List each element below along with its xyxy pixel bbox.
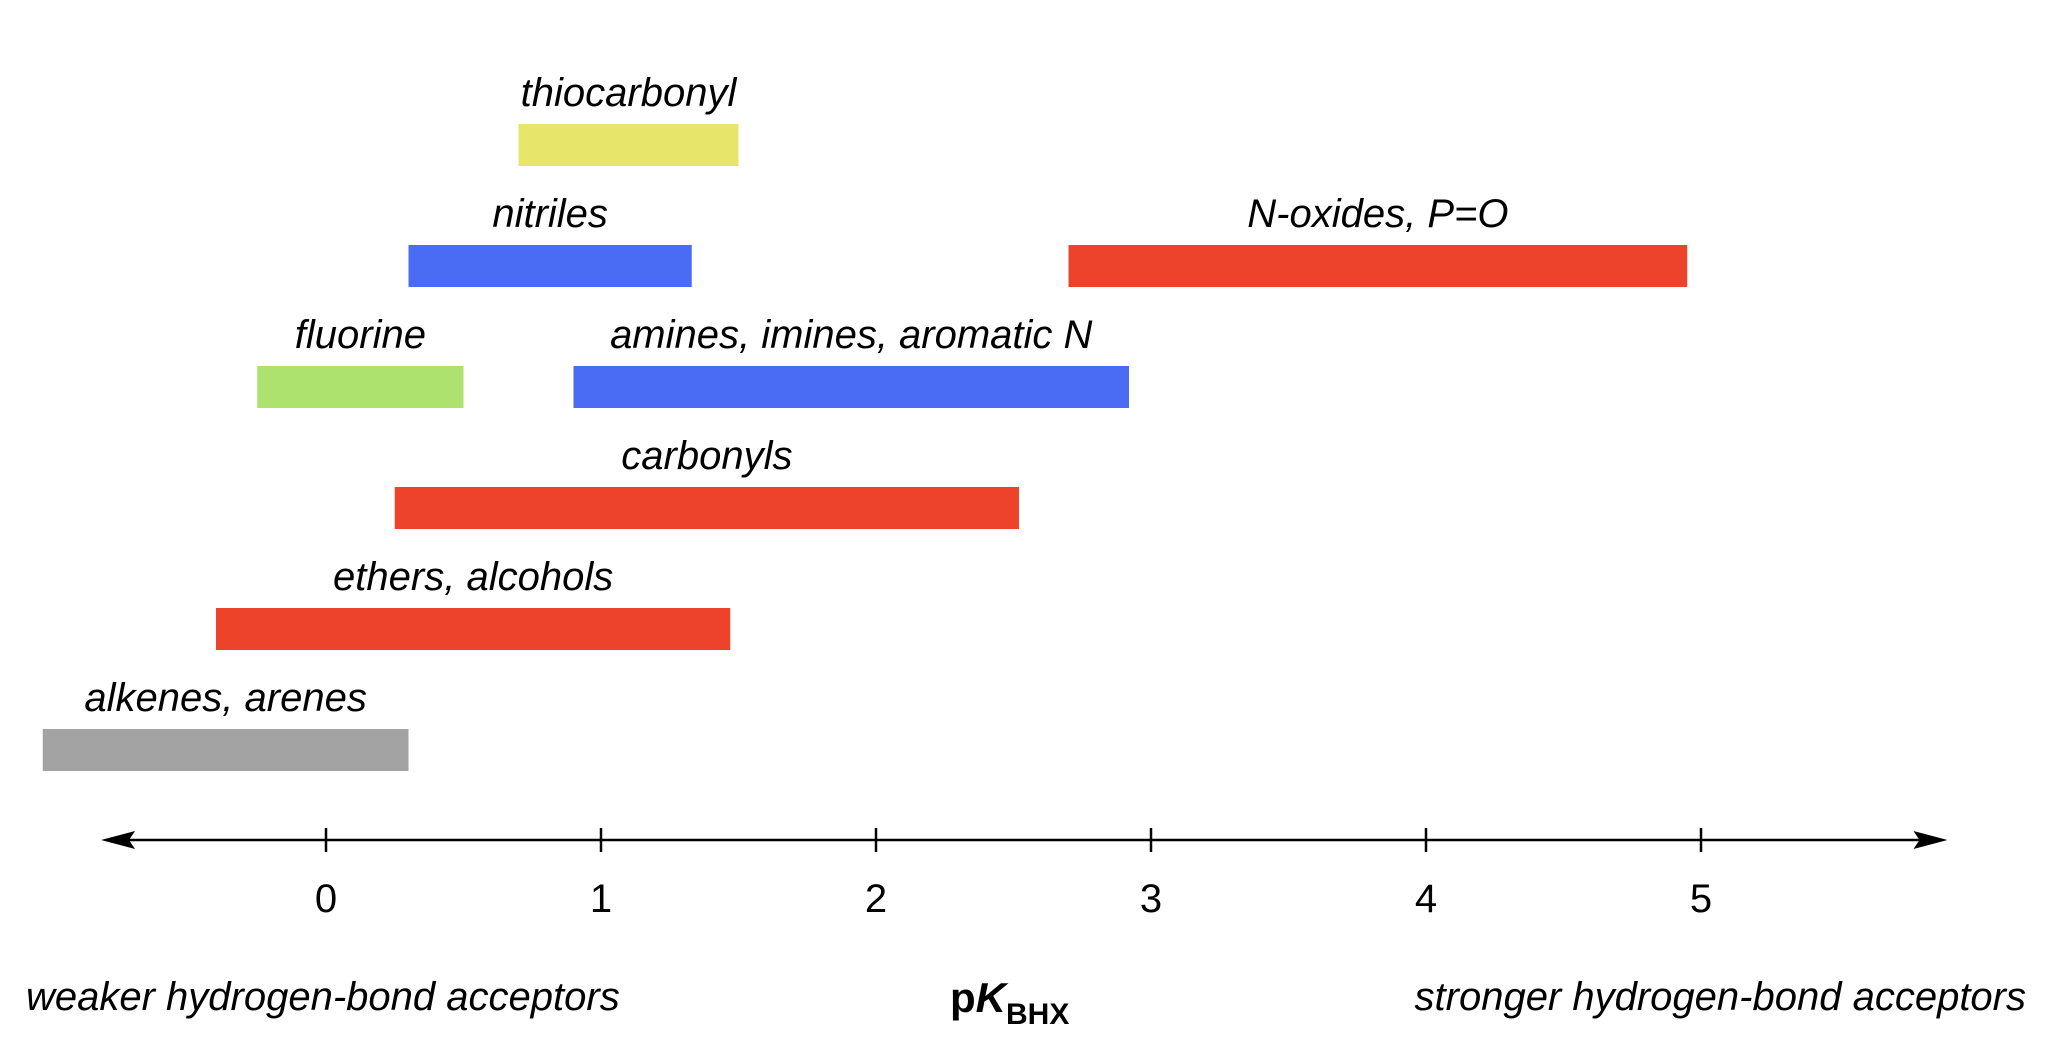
x-axis-title: pKBHX: [950, 974, 1069, 1031]
bars-layer: thiocarbonyl nitriles N-oxides, P=O fluorin…: [42, 71, 1688, 771]
bar-label-fluorine: fluorine: [295, 313, 426, 357]
x-tick-label-4: 4: [1415, 877, 1437, 921]
x-axis-title-symbol: K: [976, 974, 1009, 1021]
x-tick-label-1: 1: [590, 877, 612, 921]
bar-label-nitriles: nitriles: [492, 192, 608, 236]
bar-nitriles: [408, 245, 692, 287]
bar-alkenes-arenes: [42, 729, 409, 771]
weaker-acceptors-label: weaker hydrogen-bond acceptors: [26, 975, 620, 1019]
x-axis-ticks: 0 1 2 3 4 5: [315, 828, 1712, 921]
bar-label-thiocarbonyl: thiocarbonyl: [521, 71, 738, 115]
bar-n-oxides-p-o: [1068, 245, 1688, 287]
x-axis-left-arrow: [101, 831, 135, 849]
bar-amines-imines-aromatic-n: [573, 366, 1129, 408]
x-axis-right-arrow: [1913, 831, 1948, 849]
x-tick-label-2: 2: [865, 877, 887, 921]
x-tick-label-0: 0: [315, 877, 337, 921]
bar-thiocarbonyl: [518, 124, 739, 166]
x-tick-label-5: 5: [1690, 877, 1712, 921]
bar-label-carbonyls: carbonyls: [621, 434, 792, 478]
x-axis-title-subscript: BHX: [1006, 998, 1069, 1031]
bar-ethers-alcohols: [216, 608, 731, 650]
bar-fluorine: [257, 366, 464, 408]
bar-label-ethers-alcohols: ethers, alcohols: [333, 555, 613, 599]
bar-carbonyls: [394, 487, 1019, 529]
bar-label-amines-imines-aromatic-n: amines, imines, aromatic N: [610, 313, 1092, 357]
bar-label-alkenes-arenes: alkenes, arenes: [84, 676, 366, 720]
stronger-acceptors-label: stronger hydrogen-bond acceptors: [1415, 975, 2026, 1019]
bar-label-n-oxides-p-o: N-oxides, P=O: [1247, 192, 1508, 236]
x-axis: 0 1 2 3 4 5: [101, 828, 1948, 921]
x-axis-title-prefix: p: [950, 974, 976, 1021]
x-tick-label-3: 3: [1140, 877, 1162, 921]
